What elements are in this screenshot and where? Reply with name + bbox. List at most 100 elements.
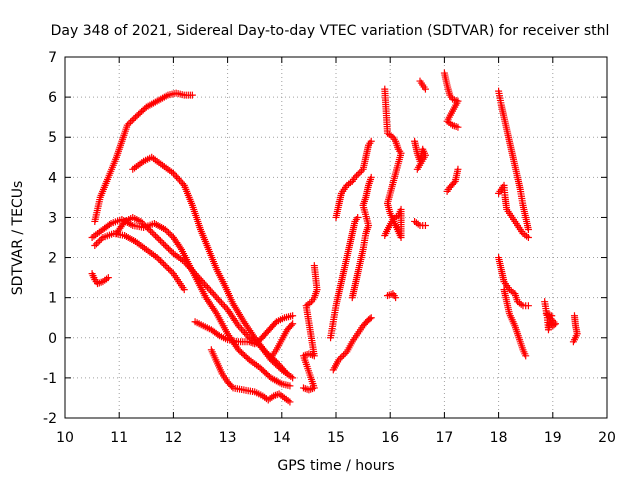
data-point [130, 115, 138, 123]
x-tick-label: 15 [327, 430, 345, 446]
series-arc-c [88, 215, 294, 390]
data-point [367, 314, 375, 322]
data-point [547, 315, 555, 323]
data-point [450, 179, 458, 187]
data-point [96, 237, 104, 245]
data-point [217, 299, 225, 307]
data-point [145, 225, 153, 233]
data-point [392, 294, 400, 302]
series-arc-o [381, 85, 405, 302]
data-point [289, 312, 297, 320]
data-point [522, 352, 530, 360]
data-point [286, 382, 294, 390]
data-point [163, 243, 171, 251]
data-point [168, 268, 176, 276]
data-point [205, 285, 213, 293]
y-tick-label: 5 [48, 130, 57, 146]
data-point [155, 235, 163, 243]
data-point [524, 225, 532, 233]
data-point [287, 321, 295, 329]
data-point [183, 261, 191, 269]
data-point [186, 264, 194, 272]
x-tick-label: 16 [381, 430, 399, 446]
data-point [168, 248, 176, 256]
data-point [163, 263, 171, 271]
x-axis-label: GPS time / hours [277, 458, 394, 474]
data-point [199, 278, 207, 286]
x-tick-label: 20 [598, 430, 616, 446]
x-tick-label: 14 [273, 430, 291, 446]
y-tick-label: 1 [48, 291, 57, 307]
data-point [524, 302, 532, 310]
data-point [127, 118, 135, 126]
data-point [191, 270, 199, 278]
y-tick-label: 3 [48, 210, 57, 226]
series-arc-b [129, 153, 297, 382]
data-point [150, 230, 158, 238]
data-point [92, 240, 100, 248]
data-point [193, 271, 201, 279]
data-point [158, 238, 166, 246]
data-point [454, 123, 462, 131]
y-tick-label: 7 [48, 50, 57, 66]
data-point [142, 222, 150, 230]
data-point [381, 231, 389, 239]
data-point [188, 91, 196, 99]
data-point [301, 385, 309, 393]
series-arc-v [541, 298, 560, 334]
y-tick-label: -2 [43, 411, 57, 427]
series-arc-q [440, 69, 462, 195]
data-point [524, 234, 532, 241]
series-arc-r [495, 87, 532, 233]
series-arc-f [191, 312, 297, 348]
data-point [310, 262, 318, 270]
data-point [180, 258, 188, 266]
data-point [214, 295, 222, 303]
data-point [176, 244, 184, 252]
data-point [153, 254, 161, 262]
data-point [194, 273, 202, 281]
data-point [569, 338, 577, 346]
series-arc-k [327, 213, 362, 342]
x-tick-label: 18 [490, 430, 508, 446]
data-point [166, 230, 174, 238]
data-point [140, 221, 148, 229]
data-point [197, 276, 205, 284]
chart-title: Day 348 of 2021, Sidereal Day-to-day VTE… [51, 23, 610, 39]
series-arc-s [495, 181, 532, 241]
data-point [200, 280, 208, 288]
data-point [341, 349, 349, 357]
y-axis-label: SDTVAR / TECUs [10, 181, 26, 296]
data-point [161, 242, 169, 250]
data-point [421, 85, 429, 93]
data-point [289, 320, 297, 328]
series-arc-a [91, 89, 196, 225]
data-points [88, 69, 581, 406]
data-point [213, 294, 221, 302]
data-point [94, 238, 102, 246]
data-point [234, 322, 242, 330]
data-point [166, 266, 174, 274]
data-point [356, 169, 364, 177]
y-tick-label: -1 [43, 371, 57, 387]
data-point [548, 312, 556, 320]
data-point [550, 318, 558, 326]
data-point [152, 232, 160, 240]
data-point [169, 169, 177, 177]
data-point [353, 172, 361, 180]
data-point [179, 180, 187, 188]
data-point [216, 297, 224, 305]
data-point [177, 178, 185, 186]
series-arc-i [88, 270, 112, 288]
data-point [91, 242, 99, 250]
data-point [244, 332, 252, 340]
x-tick-label: 17 [435, 430, 453, 446]
data-point [172, 173, 180, 181]
data-point [176, 176, 184, 184]
data-point [335, 356, 343, 364]
series-arc-g [207, 346, 294, 406]
x-tick-label: 12 [164, 430, 182, 446]
data-point [413, 165, 421, 173]
data-point [180, 286, 188, 294]
